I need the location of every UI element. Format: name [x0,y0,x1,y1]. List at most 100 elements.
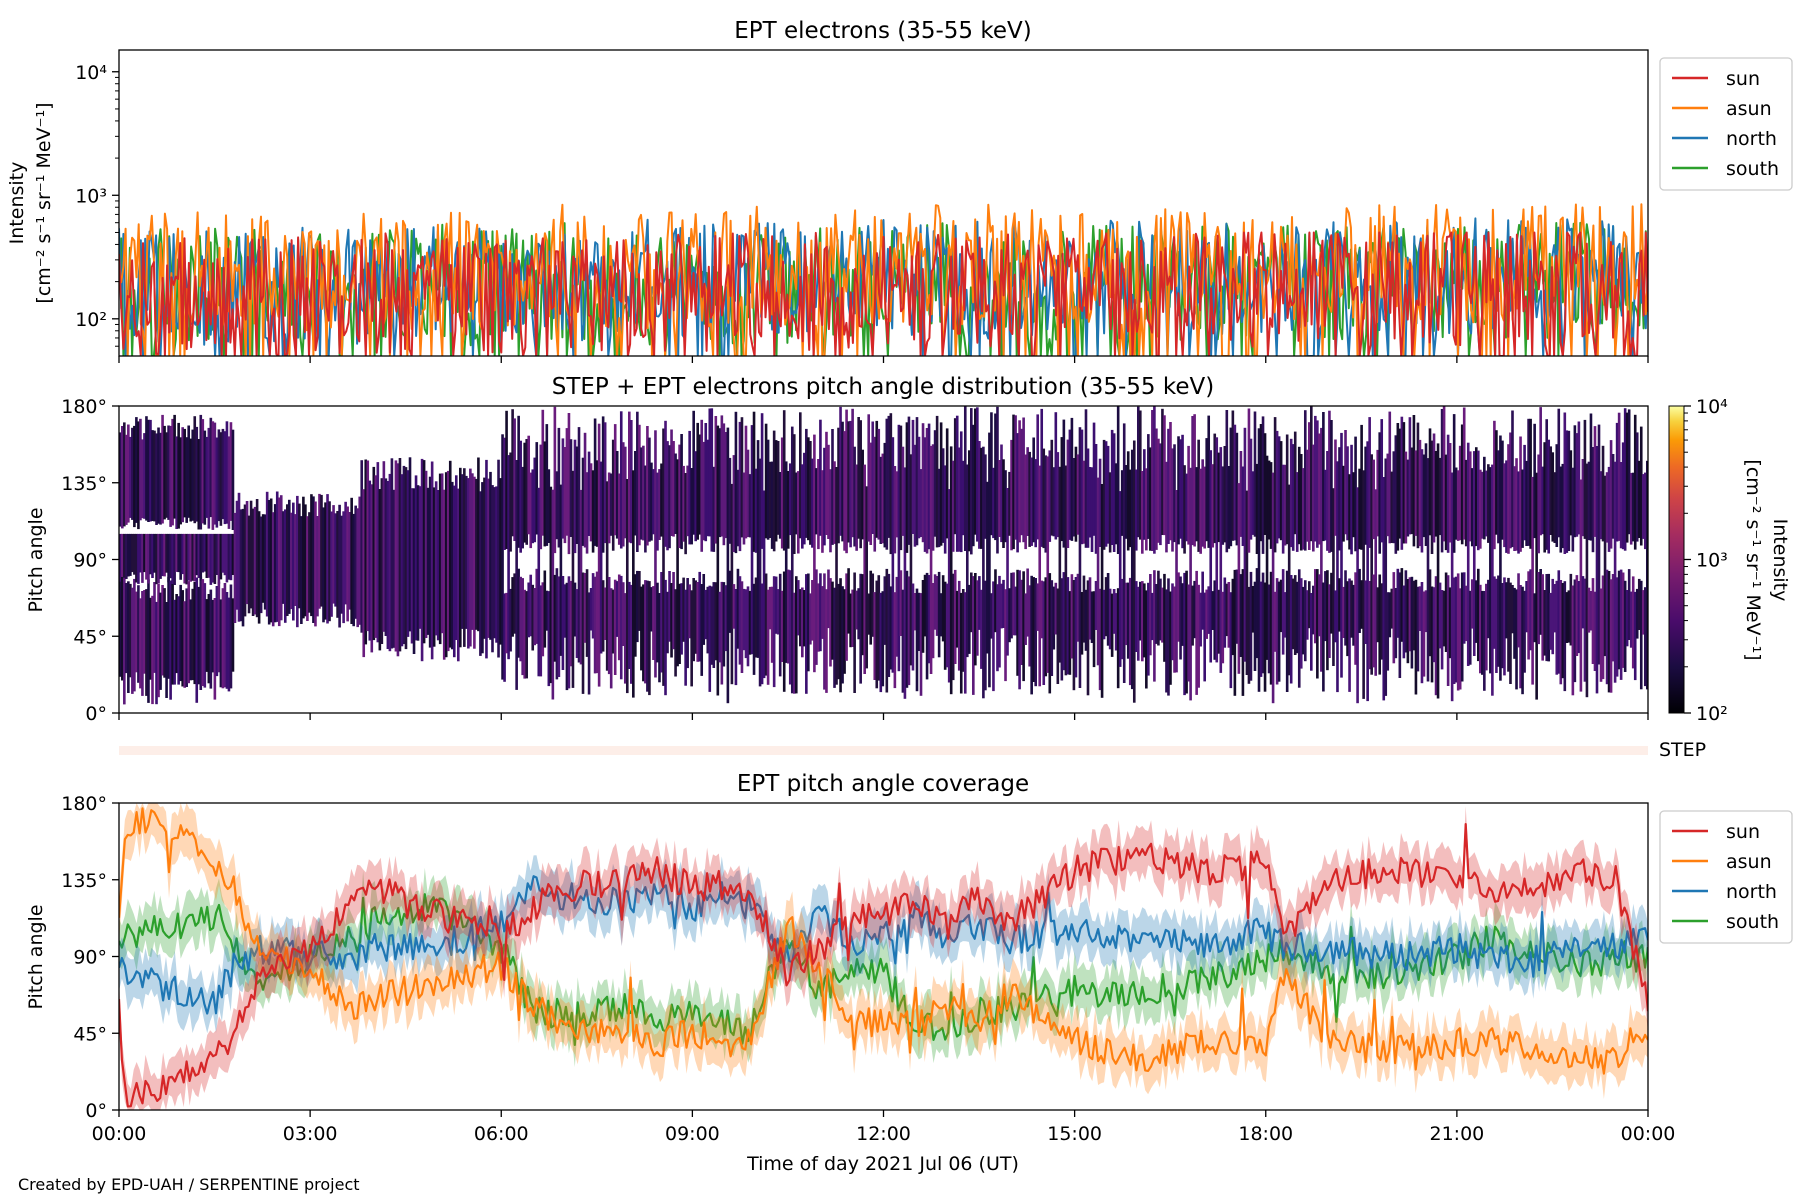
heatmap-column [1452,577,1456,684]
heatmap-column [153,533,156,573]
heatmap-column [370,484,374,653]
heatmap-column [811,458,814,548]
heatmap-column [1326,451,1329,551]
heatmap-column [1106,445,1110,544]
heatmap-column [941,448,945,543]
heatmap-column [239,509,243,622]
panel3-ytick-label: 90° [73,947,107,969]
heatmap-column [589,463,593,542]
heatmap-column [247,515,251,614]
heatmap-column [1277,581,1281,682]
heatmap-column [529,574,533,637]
heatmap-column [762,490,766,679]
heatmap-column [179,533,182,580]
heatmap-column [839,406,842,536]
heatmap-column [945,583,949,668]
heatmap-column [290,512,293,610]
heatmap-column [201,533,205,573]
heatmap-column [1452,414,1456,553]
heatmap-column [959,431,963,553]
heatmap-column [724,585,728,652]
heatmap-column [1360,424,1363,550]
heatmap-column [1225,410,1229,553]
heatmap-column [1223,577,1227,648]
heatmap-column [955,415,959,552]
heatmap-column [346,506,349,622]
heatmap-column [965,464,969,658]
heatmap-column [133,425,136,528]
heatmap-column [817,459,820,550]
heatmap-column [137,533,140,584]
heatmap-column [390,458,394,649]
heatmap-column [831,429,834,545]
heatmap-column [1573,579,1577,683]
heatmap-column [261,514,265,603]
heatmap-column [992,467,995,539]
heatmap-column [827,569,830,629]
heatmap-column [1362,470,1365,699]
heatmap-column [412,488,416,654]
heatmap-column [833,587,836,688]
heatmap-column [963,406,967,551]
heatmap-column [344,501,347,605]
heatmap-column [815,569,818,665]
heatmap-column [324,502,327,620]
heatmap-column [535,442,539,535]
heatmap-column [1279,579,1283,633]
heatmap-column [1016,433,1019,553]
heatmap-column [955,590,959,648]
heatmap-column [877,428,881,540]
heatmap-column [768,461,772,538]
heatmap-column [171,418,174,526]
heatmap-column [1173,444,1176,543]
heatmap-column [839,578,842,693]
heatmap-column [436,490,440,641]
heatmap-column [1529,569,1532,651]
heatmap-column [1291,444,1295,551]
heatmap-column [1641,474,1645,539]
heatmap-column [189,438,193,522]
heatmap-column [1589,591,1593,631]
panel2-ytick-label: 135° [61,473,107,495]
heatmap-column [1430,586,1434,683]
heatmap-column [151,533,154,578]
heatmap-column [1139,581,1142,641]
heatmap-column [461,474,464,629]
heatmap-column [887,573,891,677]
heatmap-column [1342,586,1345,638]
heatmap-column [901,446,905,536]
heatmap-column [1342,465,1345,542]
heatmap-column [300,516,303,624]
heatmap-column [438,473,442,645]
heatmap-column [241,508,245,627]
panel3-xtick-label: 15:00 [1047,1123,1102,1145]
heatmap-column [463,468,466,647]
heatmap-column [173,414,176,519]
heatmap-column [957,580,961,671]
heatmap-column [219,432,223,526]
heatmap-column [1418,439,1422,547]
heatmap-column [722,582,726,667]
heatmap-column [143,533,146,573]
heatmap-column [698,571,702,662]
heatmap-column [1390,471,1394,543]
heatmap-column [1414,450,1418,536]
heatmap-column [853,572,856,693]
heatmap-column [712,466,716,552]
heatmap-column [1599,471,1603,540]
heatmap-column [1487,464,1490,543]
heatmap-column [1201,571,1204,630]
heatmap-column [1442,590,1446,647]
heatmap-column [1052,467,1056,537]
heatmap-column [410,488,414,644]
heatmap-column [1364,446,1367,545]
heatmap-column [201,419,205,524]
heatmap-column [217,429,221,522]
heatmap-column [746,449,750,537]
heatmap-column [883,442,887,548]
heatmap-column [167,577,170,679]
heatmap-column [1565,592,1569,643]
heatmap-column [155,601,158,705]
heatmap-column [332,505,335,604]
heatmap-column [615,451,619,539]
